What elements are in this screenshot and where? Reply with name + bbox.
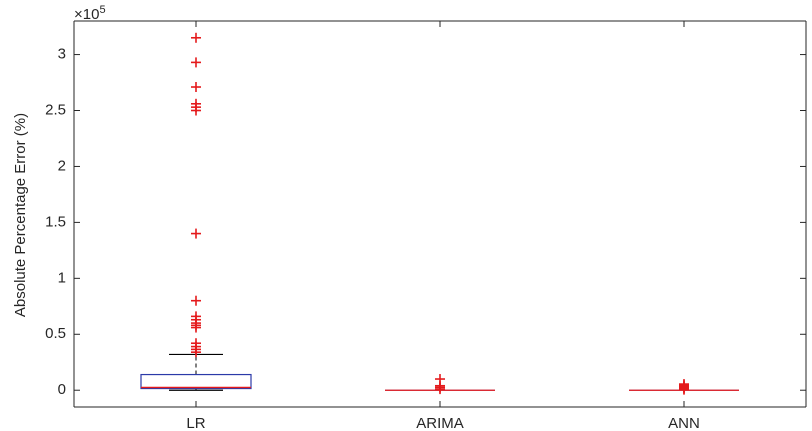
y-tick-label: 1.5: [45, 213, 66, 230]
x-tick-label: ANN: [668, 415, 700, 431]
outlier-point: [191, 82, 201, 93]
y-multiplier-base: ×10: [74, 6, 99, 23]
y-tick-label: 2: [58, 157, 66, 174]
y-multiplier-label: ×105: [74, 4, 106, 23]
y-axis-label: Absolute Percentage Error (%): [12, 113, 29, 317]
outlier-point: [191, 311, 201, 322]
box-group: [140, 32, 252, 391]
outlier-point: [191, 32, 201, 43]
x-tick-label: ARIMA: [416, 415, 464, 431]
box-group: [385, 374, 495, 395]
y-multiplier-exponent: 5: [99, 4, 105, 16]
plot-area: [140, 32, 739, 395]
outlier-point: [679, 379, 689, 390]
y-tick-label: 1: [58, 269, 66, 286]
outlier-point: [191, 295, 201, 306]
outlier-point: [435, 374, 445, 385]
outlier-point: [191, 57, 201, 68]
y-tick-label: 0.5: [45, 325, 66, 342]
x-tick-label: LR: [186, 415, 205, 431]
y-tick-label: 3: [58, 46, 66, 63]
axes: 0 0.5 1 1.5 2 2.5 3 LR ARIMA ANN: [45, 20, 807, 431]
outlier-point: [191, 228, 201, 239]
y-tick-label: 0: [58, 381, 66, 398]
outlier-point: [191, 338, 201, 349]
iqr-box: [140, 373, 252, 390]
outlier-point: [191, 98, 201, 109]
box-group: [629, 379, 739, 395]
y-tick-label: 2.5: [45, 101, 66, 118]
